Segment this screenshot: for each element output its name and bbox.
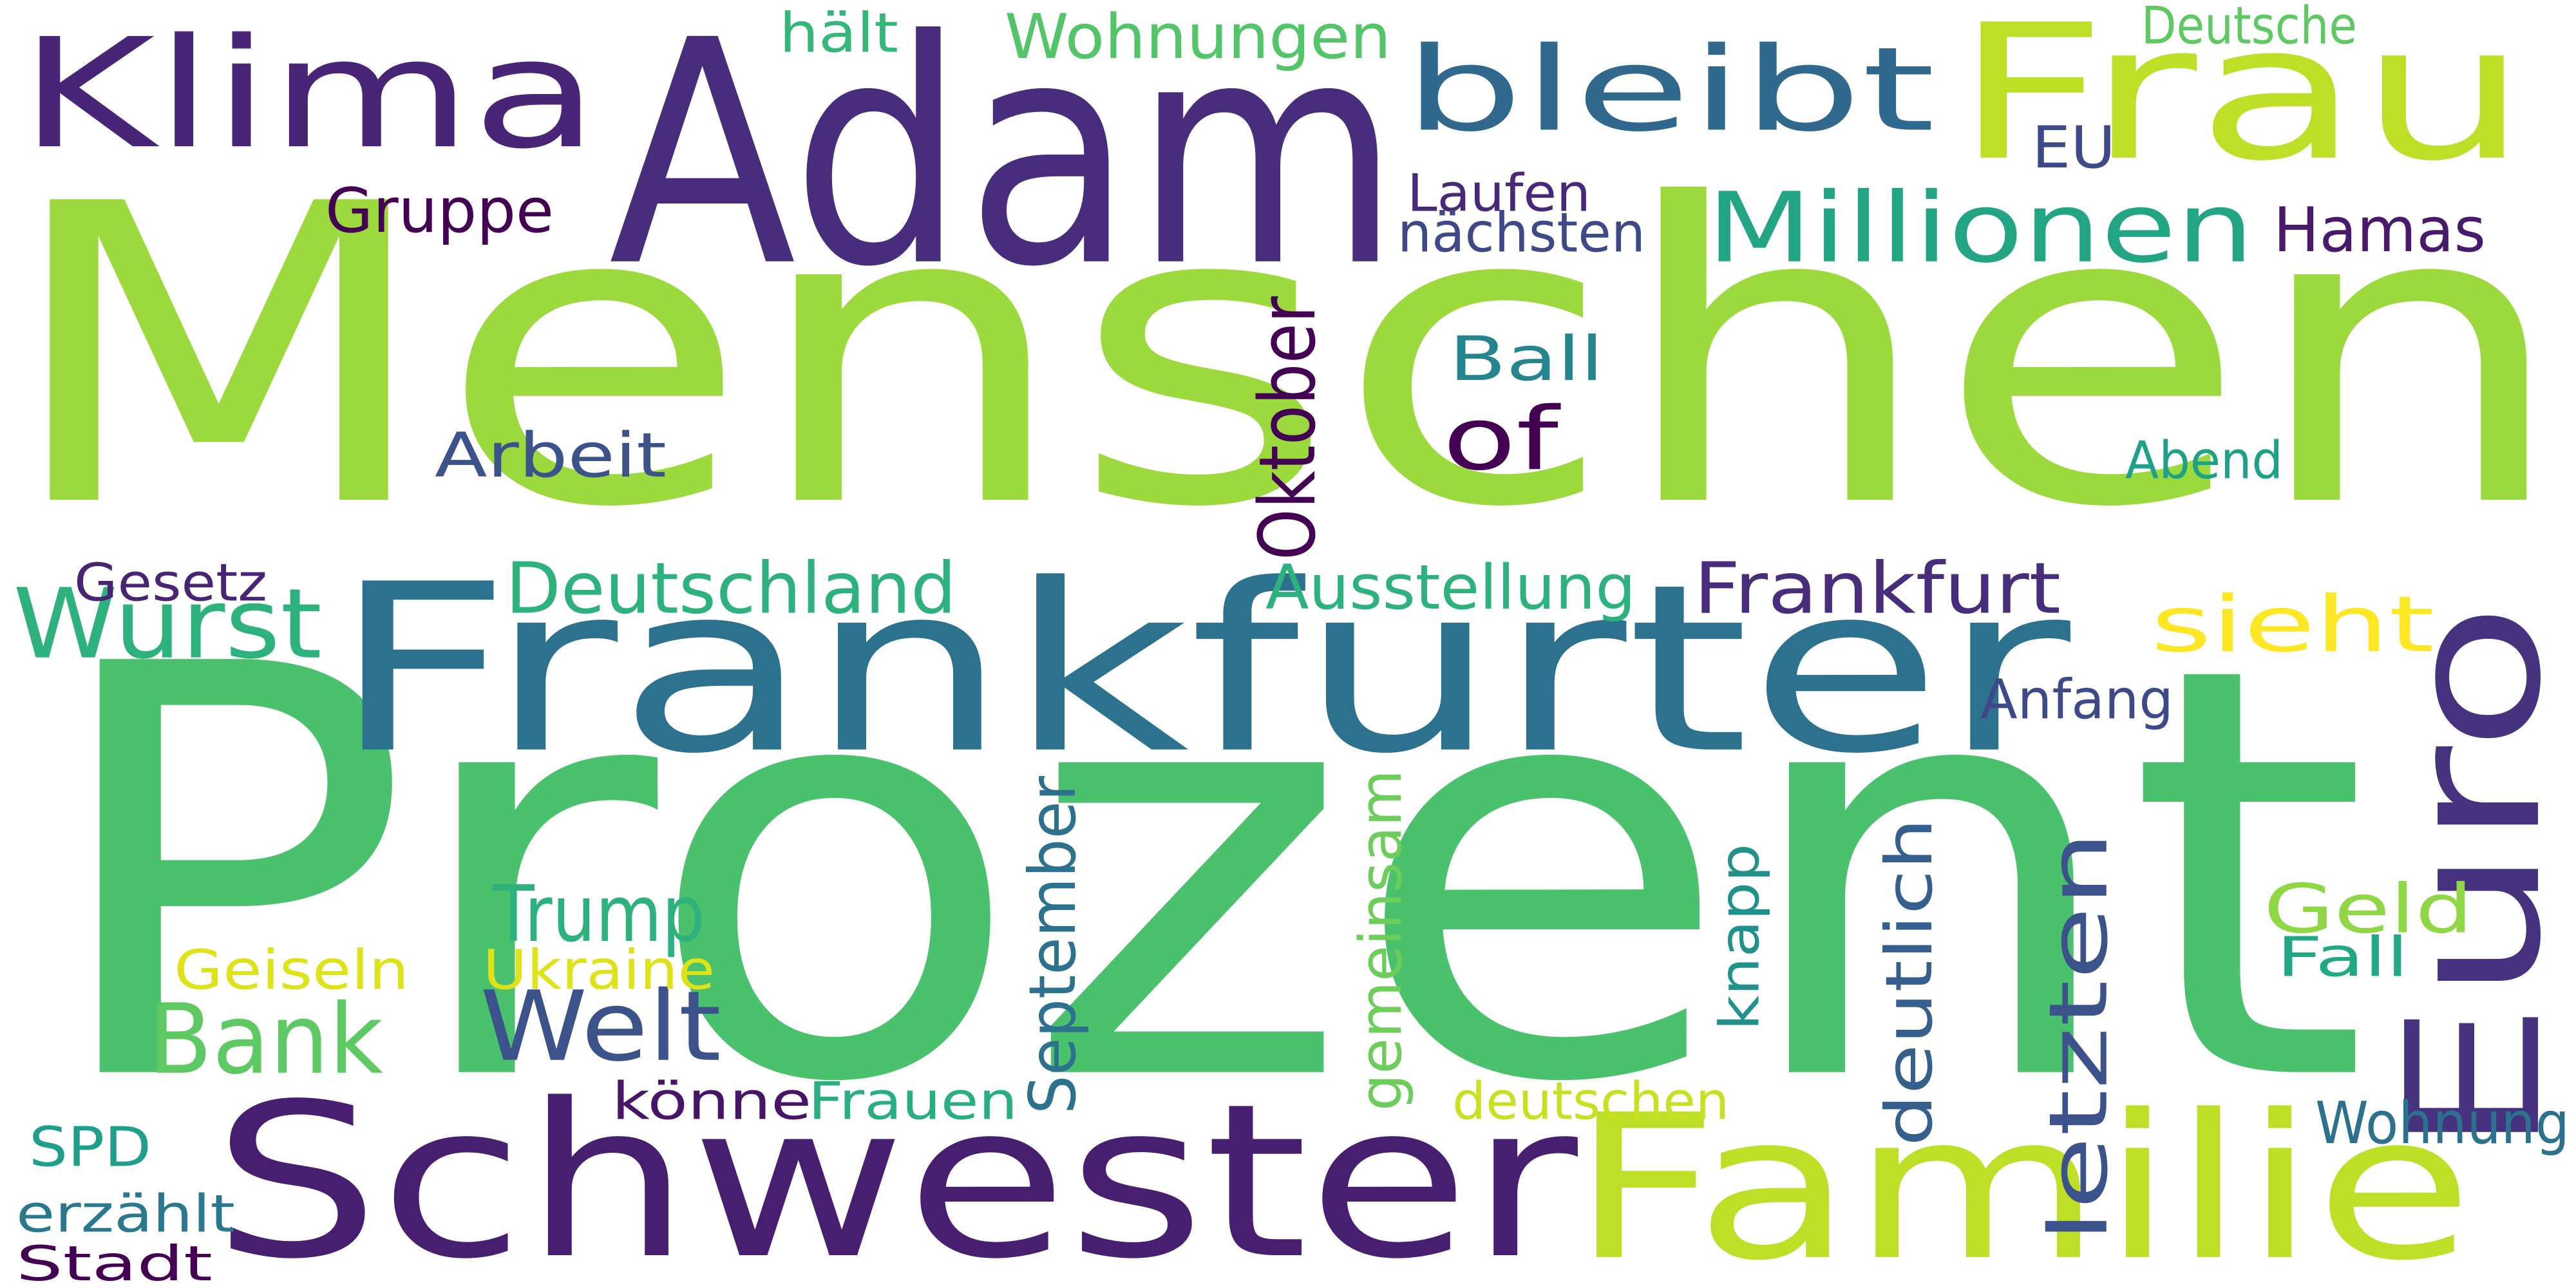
word-adam: Adam [609, 0, 1401, 335]
word-ukraine: Ukraine [483, 938, 715, 1003]
word-ausstellung: Ausstellung [1265, 551, 1636, 623]
word-millionen: Millionen [1707, 172, 2254, 285]
word-trump: Trump [493, 869, 705, 960]
word-haelt: hält [779, 1, 898, 66]
word-arbeit: Arbeit [435, 419, 667, 491]
word-klima: Klima [19, 6, 600, 183]
word-letzten: letzten [2031, 831, 2126, 1243]
word-anfang: Anfang [1980, 668, 2174, 732]
word-ball: Ball [1449, 323, 1604, 395]
word-frankfurter: Frankfurter [332, 535, 2070, 805]
word-wohnung: Wohnung [2315, 1090, 2570, 1158]
word-gemeinsam: gemeinsam [1347, 770, 1416, 1111]
word-of: of [1443, 388, 1558, 490]
word-september: September [1015, 776, 1090, 1114]
word-frankfurt: Frankfurt [1694, 547, 2061, 630]
word-bleibt: bleibt [1404, 22, 1935, 158]
word-frau: Frau [1955, 0, 2528, 202]
word-gesetz: Gesetz [74, 553, 267, 613]
word-deutlich: deutlich [1871, 818, 1947, 1146]
word-geiseln: Geiseln [174, 938, 409, 1003]
word-deutsche: Deutsche [2141, 0, 2357, 56]
word-naechsten: nächsten [1397, 201, 1645, 265]
word-abend: Abend [2125, 430, 2283, 491]
word-wohnungen: Wohnungen [1005, 1, 1391, 73]
word-spd: SPD [29, 1115, 151, 1180]
word-menschen: Menschen [0, 117, 2570, 598]
word-erzaehlt: erzählt [16, 1184, 235, 1244]
word-eu: EU [2032, 114, 2116, 182]
word-deutschen: deutschen [1452, 1071, 1729, 1132]
word-knapp: knapp [1708, 844, 1772, 1030]
word-oktober: Oktober [1242, 296, 1333, 560]
word-prozent: Prozent [39, 545, 2370, 1206]
word-welt: Welt [480, 971, 721, 1083]
word-schwester: Schwester [213, 1057, 1578, 1288]
word-familie: Familie [1571, 1072, 2473, 1288]
word-koenne: könne [612, 1071, 811, 1132]
word-frauen: Frauen [808, 1071, 1018, 1132]
word-deutschland: Deutschland [506, 547, 956, 630]
word-hamas: Hamas [2273, 194, 2486, 266]
word-sieht: sieht [2151, 579, 2434, 670]
word-bank: Bank [148, 983, 383, 1096]
word-laufen: Laufen [1407, 163, 1591, 223]
word-fall: Fall [2277, 925, 2409, 990]
word-gruppe: Gruppe [325, 175, 554, 247]
word-stadt: Stadt [16, 1235, 213, 1288]
word-geld: Geld [2264, 870, 2473, 949]
word-wurst: Wurst [13, 568, 323, 681]
